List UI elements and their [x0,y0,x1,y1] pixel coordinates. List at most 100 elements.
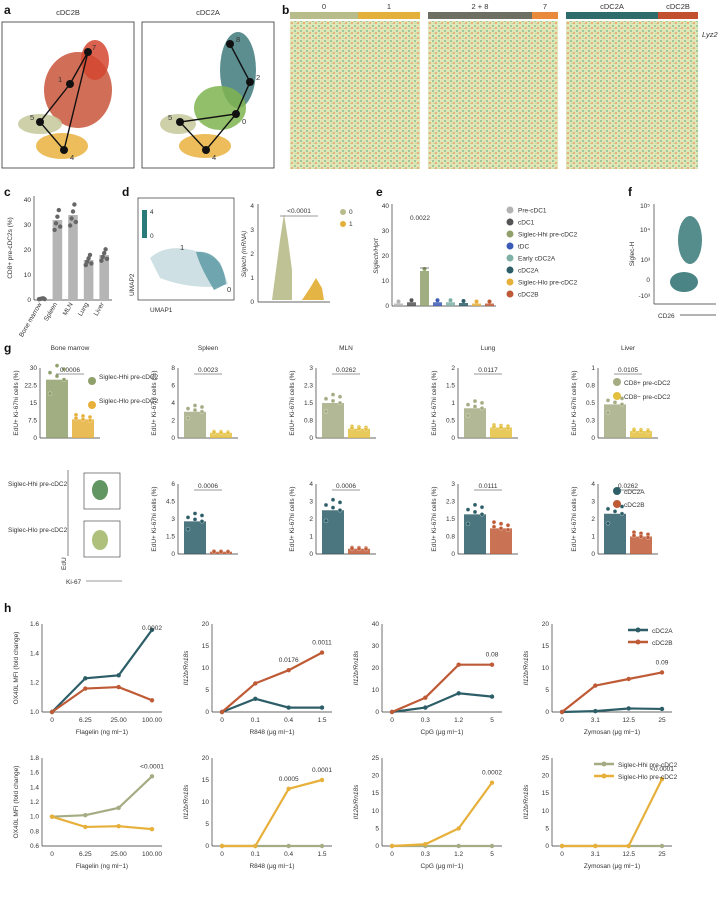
panel-d-scale-max: 4 [150,209,154,216]
h-xtick: 0 [390,717,394,724]
node-label-1: 1 [58,75,62,84]
g-bar [490,427,512,438]
cluster-yellow-blob [36,133,88,159]
c-point [70,209,76,214]
h-point [219,709,225,715]
d-ytick-3: 3 [250,227,254,234]
h-ytick: 5 [545,687,549,694]
panel-a-right-frame [141,21,275,169]
g-point [356,546,362,551]
g-chart-bot-2: 0 0.8 1.5 2.3 3 EdU+ Ki-67hi cells (%) 0.0111 [431,481,518,558]
h-ytick: 20 [202,755,210,762]
g-ytick: 22.5 [24,383,37,390]
g-point [87,418,93,423]
h-xtick: 0.4 [284,851,293,858]
g-ytick: 3 [451,481,455,488]
g-pval: 0.0023 [198,367,218,374]
hm3-bar-0 [566,12,658,19]
g-ytick: 2 [451,365,455,372]
c-xtick: Liver [93,301,107,317]
g-point [192,403,198,408]
panel-e-legend: Pre-cDC1 cDC1 Siglec-Hhi pre-cDC2 tDC Early … [506,206,578,299]
g-point [605,521,611,526]
c-xtick: MLN [62,301,75,317]
g-point [225,549,231,554]
g-ytick: 6 [171,383,175,390]
g-point [619,511,625,516]
h-ytick: 10 [202,799,210,806]
h-point [149,698,155,703]
g-point [619,402,625,407]
h-point [489,694,495,699]
h-point [319,650,325,655]
h-xtick: 0.3 [421,851,430,858]
g-point [645,535,651,540]
e-bar [394,303,403,306]
h-point [659,670,665,675]
g-title: Liver [621,345,636,352]
e-legend-label: cDC1 [518,220,535,227]
g-ytick: 0 [451,551,455,558]
h-point [253,696,258,701]
g-point [605,410,611,415]
h-xtick: 25.00 [111,851,128,858]
panel-f-xlabel: CD26 [658,313,675,320]
h-legend-cdc2a: cDC2A [652,628,673,635]
e-legend-label: Siglec-Hlo pre-cDC2 [518,280,578,287]
g-point [330,497,336,502]
h-ytick: 1.8 [30,755,39,762]
g-ytick: 7.5 [28,418,37,425]
g-point [337,394,343,399]
c-point [55,214,60,219]
e-bar [459,303,468,306]
h-xtick: 1.2 [454,851,463,858]
panel-d-scale [142,210,147,238]
h-point [219,843,225,849]
e-point [461,299,466,303]
h-xtick: 100.00 [142,717,162,724]
c-ytick: 20 [24,247,32,254]
g-point [505,425,511,431]
g-point [465,507,471,512]
e-legend-dot [506,290,514,298]
e-legend-dot [506,254,514,262]
c-bar [99,255,109,300]
g-ytick: 0.5 [586,400,595,407]
g-point [638,428,644,434]
g-point [54,374,60,379]
h-plot-0-2: 0 10 20 30 40 0 0.3 1.2 5 CpG (μg ml−1) Il12b/Rn18… [353,621,502,736]
node-label-4: 4 [70,153,74,162]
g-bar [184,521,206,554]
f-ytick-3: 0 [646,277,650,284]
g-point [185,515,191,520]
hm1-label-0: 0 [322,2,326,11]
g-point [323,502,329,508]
g-point [225,430,231,436]
g-point [323,409,329,414]
hm2-bar-1 [532,12,558,19]
h-ytick: 20 [542,621,550,628]
g-flow-ylabel: EdU [61,557,68,570]
panel-a-title-left: cDC2B [56,8,80,17]
g-chart-bot-0: 0 1.5 3 4.5 6 EdU+ Ki-67hi cells (%) 0.0006 [151,481,238,558]
g-chart-bot-3: 0 1 2 3 4 EdU+ Ki-67hi cells (%) 0.0262 [571,481,658,558]
panel-a-title-right: cDC2A [196,8,220,17]
g-ytick: 0.3 [586,418,595,425]
h-point [593,683,598,688]
h-ytick: 5 [205,687,209,694]
g-point [498,425,504,430]
g-ytick: 3 [309,499,313,506]
h-xtick: 0 [50,851,54,858]
g-ylabel: EdU+ Ki-67hi cells (%) [289,370,296,435]
e-legend-dot [506,278,514,286]
h-point [456,843,461,849]
g-bar [322,510,344,554]
g-point [465,521,471,527]
g-legend-cd8neg: CD8− pre-cDC2 [624,394,671,401]
g-ytick: 2 [171,418,175,425]
g-point [356,426,362,431]
g-point [47,391,53,396]
g-point [479,512,485,517]
h-xtick: 5 [490,717,494,724]
